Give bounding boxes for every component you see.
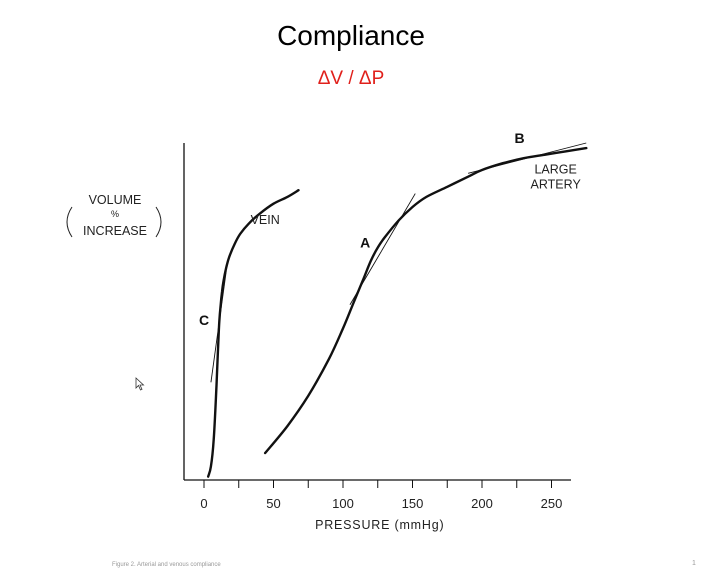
x-tick-label: 200 [471,496,493,511]
curve-label: ARTERY [531,177,582,191]
curve-label: VEIN [251,213,280,227]
slide-title: Compliance [277,20,425,51]
mouse-cursor-icon [135,377,145,391]
x-tick-label: 250 [541,496,563,511]
point-label-a: A [360,234,370,250]
x-axis-label: PRESSURE (mmHg) [315,518,444,532]
y-label-line: VOLUME [89,193,142,207]
x-tick-label: 0 [200,496,207,511]
point-label-c: C [199,312,209,328]
y-axis-label: VOLUME% INCREASE [66,193,162,238]
curve-large-artery [263,146,588,455]
curve-vein [206,189,300,478]
x-tick-label: 150 [402,496,424,511]
right-paren [155,206,162,238]
x-tick-label: 100 [332,496,354,511]
slide-number: 1 [692,560,696,567]
figure-caption: Figure 2. Arterial and venous compliance [112,562,221,568]
y-label-line: % [111,209,119,219]
y-label-line: INCREASE [83,224,147,238]
compliance-formula: ΔV / ΔP [317,68,385,89]
chart-axes: 0 50 100 150 200 250 PRESSURE (mmHg) [183,143,571,532]
point-label-b: B [514,130,524,146]
left-paren [66,206,73,238]
x-tick-label: 50 [266,496,280,511]
curves [206,146,588,478]
curve-label: LARGE [534,162,576,176]
